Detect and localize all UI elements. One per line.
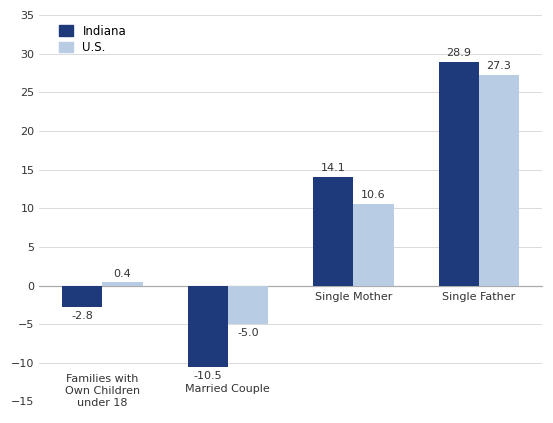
Text: Single Father: Single Father [442,292,515,302]
Legend: Indiana, U.S.: Indiana, U.S. [55,21,130,58]
Bar [187,286,228,367]
Text: 10.6: 10.6 [361,190,386,200]
Bar [62,286,102,307]
Text: -5.0: -5.0 [237,328,259,338]
Text: 27.3: 27.3 [487,61,512,71]
Bar [102,283,143,286]
Bar [353,203,394,286]
Text: -2.8: -2.8 [71,311,93,321]
Bar [439,62,479,286]
Text: 14.1: 14.1 [321,163,346,173]
Text: -10.5: -10.5 [194,371,222,381]
Text: 0.4: 0.4 [113,269,131,279]
Text: Married Couple: Married Couple [185,385,270,395]
Text: Families with
Own Children
under 18: Families with Own Children under 18 [65,374,140,408]
Bar [479,74,519,286]
Text: Single Mother: Single Mother [315,292,392,302]
Text: 28.9: 28.9 [446,48,471,58]
Bar [228,286,268,324]
Bar [313,177,353,286]
